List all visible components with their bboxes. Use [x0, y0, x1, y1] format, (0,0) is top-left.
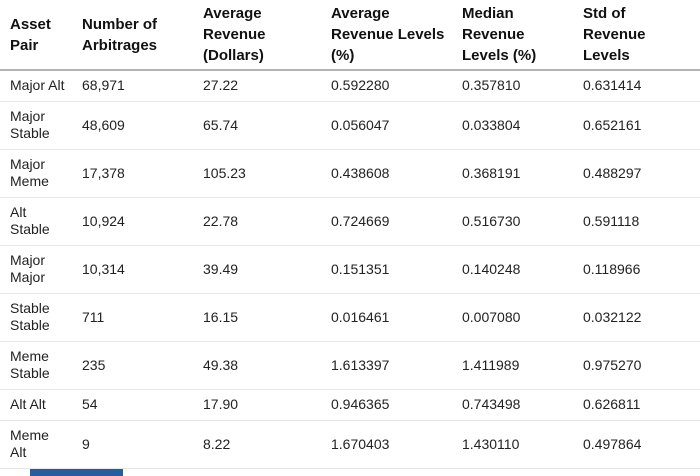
cell-average-revenue: 65.74	[193, 101, 321, 150]
cell-std-revenue-level: 0.626811	[573, 389, 700, 421]
column-header-number-of-arbitrages: Number of Arbitrages	[72, 0, 193, 71]
column-header-average-revenue-dollars: Average Revenue (Dollars)	[193, 0, 321, 71]
cell-asset-pair: Major Meme	[0, 149, 72, 198]
column-header-median-revenue-levels: Median Revenue Levels (%)	[452, 0, 573, 71]
cell-asset-pair: Meme Alt	[0, 420, 72, 469]
table-row: Major Major 10,314 39.49 0.151351 0.1402…	[0, 245, 700, 294]
cell-median-revenue-level: 0.357810	[452, 70, 573, 102]
cell-std-revenue-level: 0.975270	[573, 341, 700, 390]
cell-number-of-arbitrages: 48,609	[72, 101, 193, 150]
cell-average-revenue-level: 1.613397	[321, 341, 452, 390]
cell-asset-pair: Major Major	[0, 245, 72, 294]
cell-asset-pair: Major Stable	[0, 101, 72, 150]
cell-asset-pair: Stable Stable	[0, 293, 72, 342]
cell-number-of-arbitrages: 10,924	[72, 197, 193, 246]
table-row: Meme Alt 9 8.22 1.670403 1.430110 0.4978…	[0, 420, 700, 469]
cell-median-revenue-level: 0.743498	[452, 389, 573, 421]
column-header-std-of-revenue-levels: Std of Revenue Levels	[573, 0, 700, 71]
header-row: Asset Pair Number of Arbitrages Average …	[0, 0, 700, 71]
table-header: Asset Pair Number of Arbitrages Average …	[0, 0, 700, 71]
column-header-average-revenue-levels: Average Revenue Levels (%)	[321, 0, 452, 71]
cell-average-revenue: 39.49	[193, 245, 321, 294]
cell-average-revenue: 105.23	[193, 149, 321, 198]
cell-average-revenue-level: 0.946365	[321, 389, 452, 421]
cell-average-revenue: 17.90	[193, 389, 321, 421]
cell-number-of-arbitrages: 54	[72, 389, 193, 421]
cell-median-revenue-level: 0.368191	[452, 149, 573, 198]
table-row: Stable Stable 711 16.15 0.016461 0.00708…	[0, 293, 700, 342]
cell-asset-pair: Alt Alt	[0, 389, 72, 421]
cell-std-revenue-level: 0.497864	[573, 420, 700, 469]
cell-median-revenue-level: 0.140248	[452, 245, 573, 294]
cell-number-of-arbitrages: 17,378	[72, 149, 193, 198]
cell-std-revenue-level: 0.652161	[573, 101, 700, 150]
cell-std-revenue-level: 0.631414	[573, 70, 700, 102]
cell-average-revenue-level: 0.592280	[321, 70, 452, 102]
cell-number-of-arbitrages: 68,971	[72, 70, 193, 102]
table-body: Major Alt 68,971 27.22 0.592280 0.357810…	[0, 70, 700, 469]
table-row: Major Stable 48,609 65.74 0.056047 0.033…	[0, 101, 700, 150]
table-row: Major Meme 17,378 105.23 0.438608 0.3681…	[0, 149, 700, 198]
cell-asset-pair: Major Alt	[0, 70, 72, 102]
cell-std-revenue-level: 0.591118	[573, 197, 700, 246]
table-row: Alt Stable 10,924 22.78 0.724669 0.51673…	[0, 197, 700, 246]
cell-median-revenue-level: 0.516730	[452, 197, 573, 246]
cell-average-revenue-level: 0.056047	[321, 101, 452, 150]
cell-number-of-arbitrages: 711	[72, 293, 193, 342]
table-row: Alt Alt 54 17.90 0.946365 0.743498 0.626…	[0, 389, 700, 421]
table-row: Meme Stable 235 49.38 1.613397 1.411989 …	[0, 341, 700, 390]
column-header-asset-pair: Asset Pair	[0, 0, 72, 71]
cell-average-revenue-level: 1.670403	[321, 420, 452, 469]
cell-asset-pair: Meme Stable	[0, 341, 72, 390]
table-row: Major Alt 68,971 27.22 0.592280 0.357810…	[0, 70, 700, 102]
cell-number-of-arbitrages: 10,314	[72, 245, 193, 294]
cell-median-revenue-level: 1.411989	[452, 341, 573, 390]
cell-median-revenue-level: 1.430110	[452, 420, 573, 469]
cell-average-revenue-level: 0.438608	[321, 149, 452, 198]
cell-asset-pair: Alt Stable	[0, 197, 72, 246]
cell-median-revenue-level: 0.007080	[452, 293, 573, 342]
cell-average-revenue: 22.78	[193, 197, 321, 246]
cell-average-revenue: 8.22	[193, 420, 321, 469]
cell-average-revenue: 16.15	[193, 293, 321, 342]
cell-average-revenue-level: 0.151351	[321, 245, 452, 294]
cell-average-revenue-level: 0.724669	[321, 197, 452, 246]
cell-number-of-arbitrages: 9	[72, 420, 193, 469]
cutoff-element-bar[interactable]	[30, 469, 123, 476]
cell-average-revenue-level: 0.016461	[321, 293, 452, 342]
cell-std-revenue-level: 0.032122	[573, 293, 700, 342]
cell-number-of-arbitrages: 235	[72, 341, 193, 390]
cell-std-revenue-level: 0.488297	[573, 149, 700, 198]
cell-average-revenue: 27.22	[193, 70, 321, 102]
cell-average-revenue: 49.38	[193, 341, 321, 390]
cell-median-revenue-level: 0.033804	[452, 101, 573, 150]
cell-std-revenue-level: 0.118966	[573, 245, 700, 294]
